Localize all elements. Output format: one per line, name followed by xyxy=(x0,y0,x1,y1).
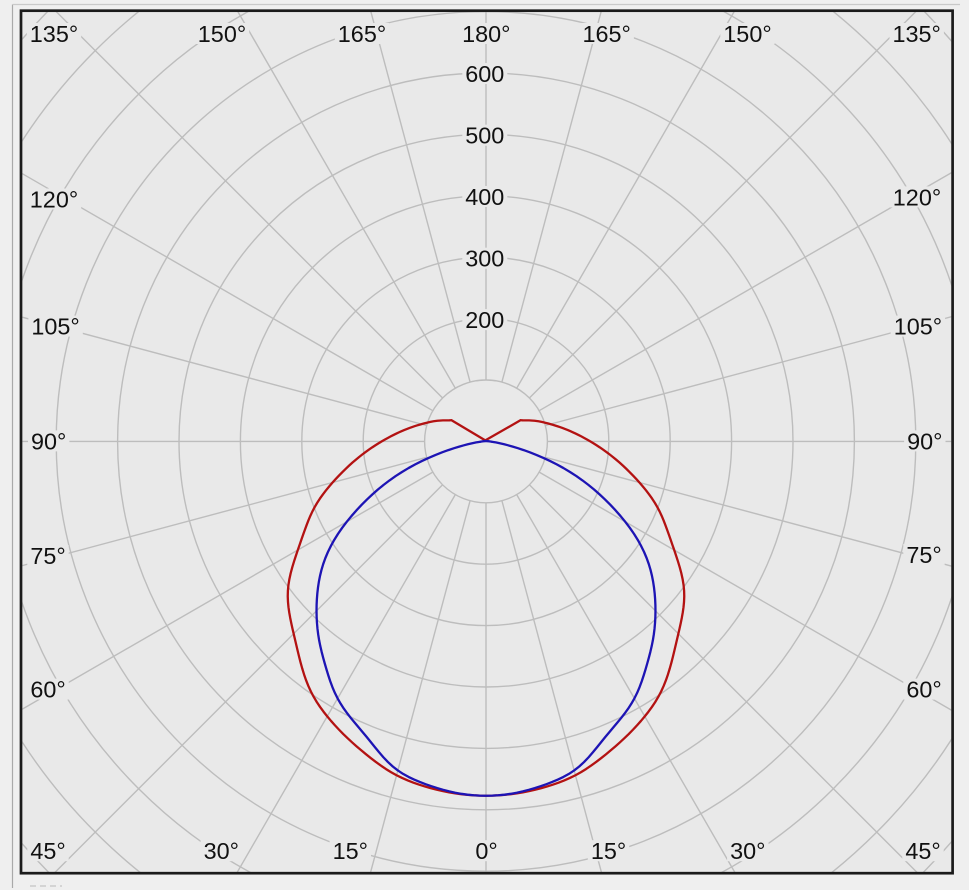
svg-text:150°: 150° xyxy=(198,21,246,47)
svg-text:120°: 120° xyxy=(893,184,941,210)
svg-text:30°: 30° xyxy=(204,838,239,864)
svg-text:135°: 135° xyxy=(893,21,941,47)
svg-text:150°: 150° xyxy=(723,21,771,47)
svg-text:60°: 60° xyxy=(906,677,941,703)
svg-text:45°: 45° xyxy=(30,838,65,864)
svg-text:120°: 120° xyxy=(30,187,78,213)
svg-text:180°: 180° xyxy=(462,21,510,47)
svg-text:60°: 60° xyxy=(30,677,65,703)
svg-text:200: 200 xyxy=(465,307,504,333)
svg-text:90°: 90° xyxy=(31,428,66,454)
svg-text:400: 400 xyxy=(465,184,504,210)
svg-text:135°: 135° xyxy=(30,21,78,47)
svg-text:105°: 105° xyxy=(894,314,942,340)
svg-text:90°: 90° xyxy=(907,428,942,454)
svg-text:600: 600 xyxy=(465,61,504,87)
svg-text:165°: 165° xyxy=(338,21,386,47)
svg-text:165°: 165° xyxy=(583,21,631,47)
svg-text:300: 300 xyxy=(465,246,504,272)
svg-text:15°: 15° xyxy=(591,838,626,864)
svg-text:75°: 75° xyxy=(30,543,65,569)
svg-text:0°: 0° xyxy=(475,838,497,864)
svg-text:500: 500 xyxy=(465,123,504,149)
svg-text:45°: 45° xyxy=(905,838,940,864)
svg-text:15°: 15° xyxy=(333,838,368,864)
svg-text:30°: 30° xyxy=(730,838,765,864)
svg-text:75°: 75° xyxy=(906,542,941,568)
svg-text:105°: 105° xyxy=(31,314,79,340)
